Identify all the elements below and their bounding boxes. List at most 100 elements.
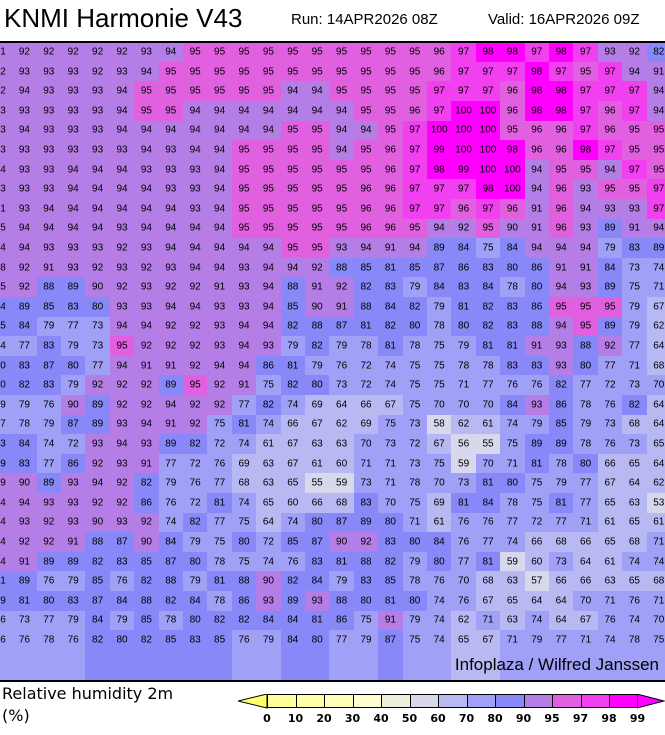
humidity-value: 7 bbox=[0, 418, 6, 430]
map-cell bbox=[305, 101, 331, 122]
humidity-value: 83 bbox=[18, 458, 30, 470]
humidity-value: 92 bbox=[18, 281, 30, 293]
humidity-value: 93 bbox=[67, 242, 79, 254]
humidity-value: 72 bbox=[189, 458, 201, 470]
map-cell bbox=[378, 277, 404, 298]
humidity-value: 92 bbox=[604, 340, 616, 352]
humidity-value: 97 bbox=[580, 85, 592, 97]
map-cell bbox=[207, 81, 233, 102]
humidity-value: 70 bbox=[433, 399, 445, 411]
map-cell bbox=[305, 355, 331, 377]
map-cell bbox=[109, 218, 136, 240]
humidity-value: 93 bbox=[67, 105, 79, 117]
map-cell bbox=[0, 120, 14, 142]
map-cell bbox=[524, 257, 550, 279]
humidity-value: 95 bbox=[238, 203, 250, 215]
map-cell bbox=[231, 257, 258, 279]
humidity-value: 90 bbox=[336, 536, 348, 548]
humidity-value: 72 bbox=[531, 516, 543, 528]
map-cell bbox=[402, 81, 428, 102]
humidity-value: 74 bbox=[262, 418, 274, 430]
map-cell bbox=[573, 238, 599, 259]
humidity-value: 3 bbox=[0, 438, 6, 450]
humidity-value: 81 bbox=[360, 320, 372, 332]
humidity-value: 72 bbox=[409, 438, 421, 450]
map-cell bbox=[427, 355, 453, 377]
humidity-value: 92 bbox=[336, 281, 348, 293]
humidity-value: 92 bbox=[43, 536, 55, 548]
humidity-value: 89 bbox=[43, 477, 55, 489]
map-cell bbox=[573, 159, 599, 181]
humidity-value: 93 bbox=[336, 242, 348, 254]
humidity-value: 95 bbox=[336, 85, 348, 97]
humidity-value: 91 bbox=[165, 418, 177, 430]
map-cell bbox=[597, 159, 624, 181]
map-cell bbox=[402, 277, 428, 298]
map-cell bbox=[134, 120, 160, 142]
map-cell bbox=[85, 101, 111, 122]
map-cell bbox=[109, 120, 136, 142]
humidity-value: 97 bbox=[628, 105, 640, 117]
map-cell bbox=[158, 159, 184, 181]
map-cell bbox=[12, 336, 38, 357]
humidity-value: 83 bbox=[458, 281, 470, 293]
humidity-value: 94 bbox=[238, 124, 250, 136]
map-cell bbox=[597, 81, 624, 102]
map-cell bbox=[256, 140, 282, 161]
map-cell bbox=[451, 179, 477, 200]
map-cell bbox=[353, 297, 380, 318]
map-cell bbox=[597, 238, 624, 259]
map-cell bbox=[85, 140, 111, 161]
humidity-value: 87 bbox=[433, 262, 445, 274]
humidity-value: 94 bbox=[262, 105, 274, 117]
humidity-value: 88 bbox=[287, 281, 299, 293]
humidity-value: 78 bbox=[409, 340, 421, 352]
map-cell bbox=[207, 297, 233, 318]
map-cell bbox=[109, 179, 136, 200]
humidity-value: 100 bbox=[504, 164, 521, 176]
map-cell bbox=[231, 316, 258, 338]
map-cell bbox=[183, 257, 209, 279]
humidity-value: 97 bbox=[433, 183, 445, 195]
legend-tick-label: 50 bbox=[401, 712, 418, 725]
humidity-value: 71 bbox=[506, 458, 518, 470]
humidity-value: 92 bbox=[116, 242, 128, 254]
map-cell bbox=[158, 218, 184, 240]
humidity-value: 62 bbox=[653, 477, 665, 489]
humidity-value: 69 bbox=[433, 497, 445, 509]
map-cell bbox=[402, 218, 428, 240]
map-cell bbox=[573, 43, 599, 63]
humidity-value: 75 bbox=[482, 242, 494, 254]
humidity-value: 91 bbox=[165, 360, 177, 372]
map-cell bbox=[134, 277, 160, 298]
map-cell bbox=[378, 297, 404, 318]
map-cell bbox=[134, 81, 160, 102]
humidity-value: 92 bbox=[18, 262, 30, 274]
humidity-value: 95 bbox=[311, 164, 323, 176]
map-cell bbox=[500, 277, 526, 298]
map-cell bbox=[573, 257, 599, 279]
humidity-value: 83 bbox=[360, 575, 372, 587]
humidity-value: 83 bbox=[67, 595, 79, 607]
map-cell bbox=[256, 43, 282, 63]
map-cell bbox=[109, 297, 136, 318]
humidity-value: 76 bbox=[458, 516, 470, 528]
humidity-value: 71 bbox=[653, 281, 665, 293]
map-cell bbox=[134, 159, 160, 181]
map-cell bbox=[280, 199, 306, 220]
humidity-value: 79 bbox=[67, 340, 79, 352]
map-cell bbox=[183, 159, 209, 181]
humidity-value: 96 bbox=[384, 203, 396, 215]
humidity-value: 79 bbox=[262, 634, 274, 646]
humidity-value: 55 bbox=[482, 438, 494, 450]
map-cell bbox=[500, 101, 526, 122]
map-cell bbox=[622, 81, 648, 102]
humidity-value: 78 bbox=[482, 360, 494, 372]
map-cell bbox=[549, 277, 575, 298]
humidity-value: 74 bbox=[653, 262, 665, 274]
map-cell bbox=[524, 297, 550, 318]
map-cell bbox=[549, 297, 575, 318]
humidity-value: 93 bbox=[165, 164, 177, 176]
humidity-value: 76 bbox=[458, 595, 470, 607]
map-cell bbox=[61, 120, 87, 142]
